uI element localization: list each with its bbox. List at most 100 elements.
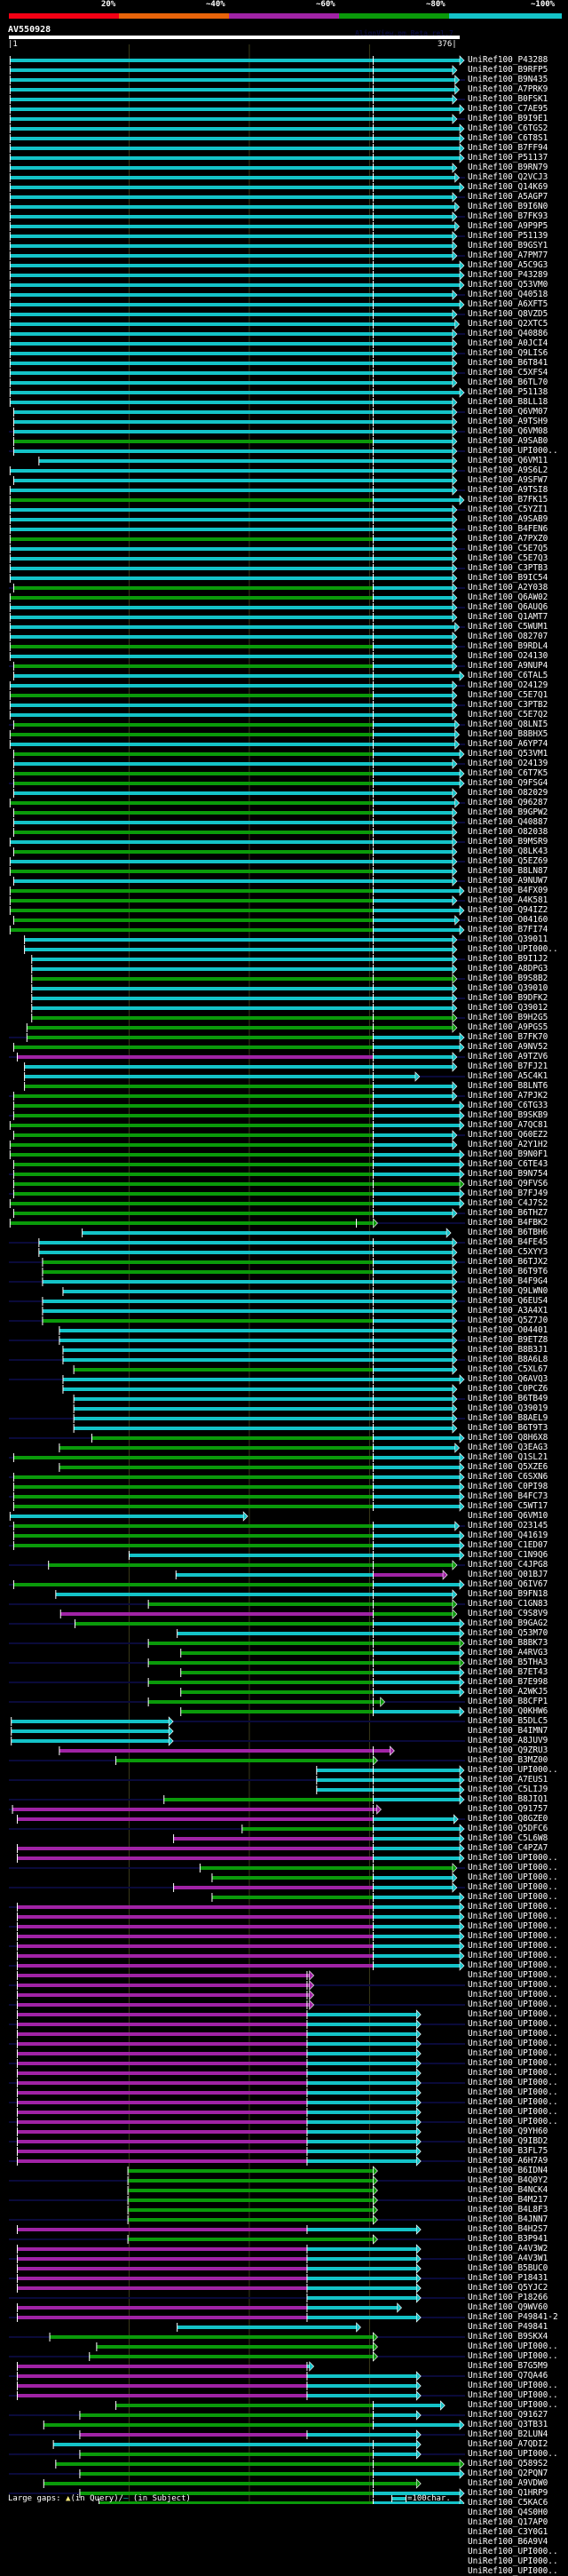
subject-label[interactable]: UniRef100_B5BUC0: [468, 2263, 548, 2273]
alignment-row[interactable]: [9, 886, 465, 896]
subject-label[interactable]: UniRef100_Q8GZE0: [468, 1814, 548, 1824]
alignment-row[interactable]: [31, 974, 465, 984]
subject-label[interactable]: UniRef100_B7G5M9: [468, 2361, 548, 2371]
subject-label[interactable]: UniRef100_UPI000..: [468, 1882, 558, 1892]
subject-label[interactable]: UniRef100_Q96287: [468, 798, 548, 807]
subject-label[interactable]: UniRef100_Q39012: [468, 1003, 548, 1013]
alignment-row[interactable]: [9, 661, 465, 672]
subject-label[interactable]: UniRef100_P49841: [468, 2322, 548, 2332]
subject-label[interactable]: UniRef100_A5AGP7: [468, 192, 548, 202]
subject-label[interactable]: UniRef100_B6TL70: [468, 378, 548, 387]
subject-label[interactable]: UniRef100_C1GN83: [468, 1599, 548, 1609]
alignment-row[interactable]: [12, 1042, 465, 1053]
subject-label[interactable]: UniRef100_Q5YJC2: [468, 2283, 548, 2293]
subject-label[interactable]: UniRef100_B6THZ7: [468, 1208, 548, 1218]
subject-label[interactable]: UniRef100_O24129: [468, 680, 548, 690]
subject-label[interactable]: UniRef100_C5E7Q2: [468, 710, 548, 720]
subject-label[interactable]: UniRef100_B9ETZ8: [468, 1335, 548, 1345]
alignment-row[interactable]: [9, 465, 465, 476]
subject-label[interactable]: UniRef100_A9NUW7: [468, 876, 548, 886]
alignment-row[interactable]: [12, 817, 465, 828]
subject-label[interactable]: UniRef100_UPI000..: [468, 2000, 558, 2009]
subject-label[interactable]: UniRef100_UPI000..: [468, 1951, 558, 1960]
subject-label[interactable]: UniRef100_B4FBK2: [468, 1218, 548, 1228]
alignment-row[interactable]: [16, 2009, 422, 2020]
subject-label[interactable]: UniRef100_Q9FVS6: [468, 1179, 548, 1189]
alignment-row[interactable]: [9, 1032, 465, 1043]
alignment-row[interactable]: [24, 1081, 458, 1092]
alignment-row[interactable]: [16, 1970, 315, 1981]
alignment-row[interactable]: [9, 1599, 465, 1610]
subject-label[interactable]: UniRef100_UPI000..: [468, 2556, 558, 2566]
subject-label[interactable]: UniRef100_A7PJK2: [468, 1091, 548, 1101]
subject-label[interactable]: UniRef100_Q6AW02: [468, 592, 548, 602]
alignment-row[interactable]: [9, 1960, 465, 1971]
subject-label[interactable]: UniRef100_P51138: [468, 387, 548, 397]
subject-label[interactable]: UniRef100_Q6IV67: [468, 1579, 548, 1589]
subject-label[interactable]: UniRef100_Q01BJ7: [468, 1570, 548, 1579]
alignment-row[interactable]: [11, 1726, 174, 1737]
subject-label[interactable]: UniRef100_UPI000..: [468, 2009, 558, 2019]
subject-label[interactable]: UniRef100_C0PI98: [468, 1482, 548, 1491]
alignment-row[interactable]: [9, 602, 465, 613]
alignment-row[interactable]: [9, 1413, 465, 1424]
subject-label[interactable]: UniRef100_B4M217: [468, 2195, 548, 2205]
subject-label[interactable]: UniRef100_C3PTB2: [468, 700, 548, 710]
subject-label[interactable]: UniRef100_B4FEN6: [468, 524, 548, 534]
alignment-row[interactable]: [12, 1482, 465, 1492]
subject-label[interactable]: UniRef100_C4PZA7: [468, 1843, 548, 1853]
subject-label[interactable]: UniRef100_Q39010: [468, 983, 548, 993]
subject-label[interactable]: UniRef100_Q5DFC6: [468, 1824, 548, 1833]
alignment-row[interactable]: [12, 759, 465, 769]
alignment-row[interactable]: [16, 1990, 315, 2000]
subject-label[interactable]: UniRef100_Q2PQN7: [468, 2469, 548, 2478]
alignment-row[interactable]: [173, 1833, 465, 1844]
subject-label[interactable]: UniRef100_C5LIJ9: [468, 1785, 548, 1794]
alignment-row[interactable]: [180, 1706, 465, 1717]
alignment-row[interactable]: [12, 915, 465, 926]
subject-label[interactable]: UniRef100_B9SKX4: [468, 2332, 548, 2341]
subject-label[interactable]: UniRef100_B7FI74: [468, 925, 548, 934]
subject-label[interactable]: UniRef100_O82029: [468, 788, 548, 798]
alignment-row[interactable]: [16, 2029, 422, 2039]
alignment-row[interactable]: [9, 221, 461, 232]
subject-label[interactable]: UniRef100_C5XL67: [468, 1364, 548, 1374]
alignment-row[interactable]: [9, 1149, 465, 1160]
alignment-row[interactable]: [9, 75, 465, 85]
subject-label[interactable]: UniRef100_UPI000..: [468, 2087, 558, 2097]
subject-label[interactable]: UniRef100_B9I1J2: [468, 954, 548, 964]
subject-label[interactable]: UniRef100_B5DLC5: [468, 1716, 548, 1726]
alignment-row[interactable]: [127, 2185, 378, 2196]
subject-label[interactable]: UniRef100_UPI000..: [468, 1765, 558, 1775]
alignment-row[interactable]: [9, 2175, 465, 2186]
subject-label[interactable]: UniRef100_B3P941: [468, 2234, 548, 2244]
subject-label[interactable]: UniRef100_B7FK70: [468, 1032, 548, 1042]
alignment-row[interactable]: [73, 1403, 458, 1414]
alignment-row[interactable]: [9, 329, 465, 339]
alignment-row[interactable]: [9, 563, 465, 574]
subject-label[interactable]: UniRef100_UPI000..: [468, 2058, 558, 2068]
alignment-row[interactable]: [9, 270, 465, 281]
alignment-row[interactable]: [9, 1316, 465, 1326]
subject-label[interactable]: UniRef100_UPI000..: [468, 1902, 558, 1912]
alignment-row[interactable]: [9, 553, 458, 564]
alignment-row[interactable]: [9, 250, 465, 261]
alignment-row[interactable]: [9, 133, 465, 144]
subject-label[interactable]: UniRef100_UPI000..: [468, 2097, 558, 2107]
alignment-row[interactable]: [12, 1130, 465, 1141]
alignment-row[interactable]: [9, 1824, 465, 1834]
alignment-row[interactable]: [96, 2341, 378, 2352]
subject-label[interactable]: UniRef100_A9S6L2: [468, 465, 548, 475]
alignment-row[interactable]: [59, 1745, 395, 1756]
alignment-row[interactable]: [9, 1804, 382, 1815]
alignment-row[interactable]: [16, 2361, 315, 2372]
alignment-row[interactable]: [12, 876, 465, 886]
subject-label[interactable]: UniRef100_O04160: [468, 915, 548, 925]
subject-label[interactable]: UniRef100_A4K581: [468, 895, 548, 905]
alignment-row[interactable]: [9, 1472, 465, 1483]
subject-label[interactable]: UniRef100_Q91627: [468, 2410, 548, 2420]
subject-label[interactable]: UniRef100_C6SXN6: [468, 1472, 548, 1482]
subject-label[interactable]: UniRef100_B9H2G5: [468, 1013, 548, 1022]
alignment-row[interactable]: [62, 1286, 458, 1297]
subject-label[interactable]: UniRef100_C1N9Q6: [468, 1550, 548, 1560]
